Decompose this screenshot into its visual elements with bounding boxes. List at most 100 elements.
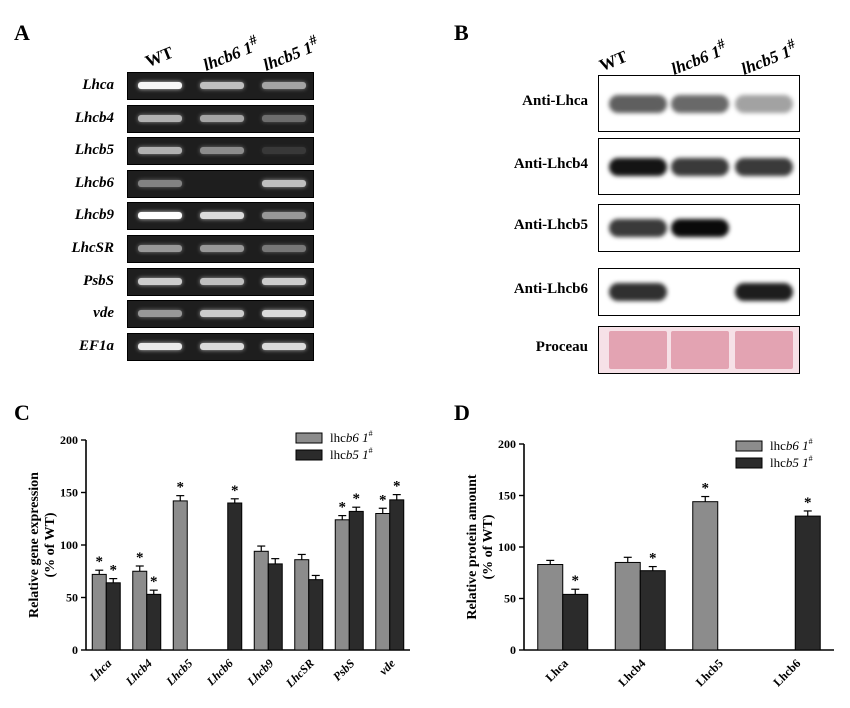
gel-lane-lhcb5: lhcb5 1# bbox=[260, 31, 320, 75]
blot-band bbox=[671, 331, 729, 369]
significance-star: * bbox=[572, 573, 580, 589]
blot-band bbox=[671, 219, 729, 237]
y-tick-label: 200 bbox=[60, 433, 78, 447]
gel-band bbox=[138, 277, 182, 285]
gel-band bbox=[262, 310, 306, 318]
blot-lane-lhcb5: lhcb5 1# bbox=[738, 35, 798, 79]
y-tick-label: 50 bbox=[504, 592, 516, 606]
gel-row-lhcb9 bbox=[127, 202, 314, 231]
gel-band bbox=[138, 310, 182, 318]
gel-band bbox=[200, 147, 244, 155]
gel-band bbox=[138, 147, 182, 155]
gel-band bbox=[138, 114, 182, 122]
y-tick-label: 150 bbox=[498, 489, 516, 503]
y-tick-label: 50 bbox=[66, 591, 78, 605]
bar bbox=[227, 502, 243, 651]
significance-star: * bbox=[136, 550, 144, 566]
blot-label-anti-lhcb6: Anti-Lhcb6 bbox=[513, 281, 588, 297]
x-tick-label: LhcSR bbox=[282, 656, 317, 691]
blot-band bbox=[671, 94, 729, 113]
legend-label: lhcb6 1# bbox=[330, 429, 373, 445]
y-axis-label: Relative protein amount bbox=[465, 474, 480, 620]
panel-c-letter: C bbox=[14, 400, 30, 425]
significance-star: * bbox=[702, 481, 710, 497]
blot-strip-anti-lhcb6 bbox=[598, 268, 800, 316]
gel-label-vde: vde bbox=[93, 305, 114, 322]
significance-star: * bbox=[649, 551, 657, 567]
bar bbox=[389, 499, 405, 651]
chart-protein-amount: 0 50 100 150 200 Relative protein amount (% of… bbox=[465, 437, 834, 689]
gel-band bbox=[200, 245, 244, 252]
gel-band bbox=[138, 179, 182, 187]
bar bbox=[334, 519, 350, 651]
legend-swatch bbox=[735, 440, 763, 452]
x-tick-label: Lhcb5 bbox=[693, 656, 726, 689]
gel-band bbox=[200, 277, 244, 285]
y-tick-label: 0 bbox=[72, 643, 78, 657]
blot-strip-anti-lhcb5 bbox=[598, 204, 800, 252]
y-axis-label-unit: (% of WT) bbox=[43, 512, 58, 577]
significance-star: * bbox=[96, 554, 104, 570]
x-tick-label: Lhcb6 bbox=[770, 656, 803, 689]
bar bbox=[172, 500, 188, 651]
gel-label-lhcb4: Lhcb4 bbox=[74, 109, 114, 126]
gel-label-lhcb6: Lhcb6 bbox=[74, 174, 114, 191]
bar bbox=[105, 582, 121, 651]
legend-label: lhcb5 1# bbox=[330, 446, 373, 462]
x-tick-label: Lhcb6 bbox=[203, 656, 236, 689]
blot-lane-lhcb6: lhcb6 1# bbox=[668, 35, 728, 79]
blot-band bbox=[609, 157, 667, 176]
panel-a-letter: A bbox=[14, 20, 30, 45]
bar bbox=[267, 563, 283, 651]
significance-star: * bbox=[177, 480, 185, 496]
gel-band bbox=[262, 179, 306, 187]
blot-strip-proceau bbox=[598, 326, 800, 374]
x-tick-label: Lhcb9 bbox=[244, 656, 277, 689]
x-tick-label: Lhcb4 bbox=[122, 656, 155, 689]
gel-band bbox=[262, 212, 306, 220]
blot-label-proceau: Proceau bbox=[535, 339, 588, 355]
gel-band bbox=[262, 245, 306, 252]
gel-band bbox=[138, 245, 182, 252]
blot-band bbox=[735, 331, 793, 369]
gel-lane-lhcb6: lhcb6 1# bbox=[200, 31, 260, 75]
blot-label-anti-lhcb5: Anti-Lhcb5 bbox=[513, 217, 588, 233]
gel-band bbox=[138, 212, 182, 220]
chart-gene-expression: 0 50 100 150 200 Relative gene expression (% o… bbox=[27, 429, 410, 691]
panel-b-letter: B bbox=[454, 20, 469, 45]
gel-row-lhcb5 bbox=[127, 137, 314, 166]
gel-band bbox=[200, 212, 244, 220]
gel-label-lhcsr: LhcSR bbox=[71, 240, 114, 256]
legend-swatch bbox=[295, 432, 323, 444]
blot-strip-anti-lhcb4 bbox=[598, 138, 800, 195]
gel-label-lhca: Lhca bbox=[82, 77, 114, 93]
significance-star: * bbox=[231, 483, 239, 499]
bar bbox=[253, 550, 269, 651]
gel-label-psbs: PsbS bbox=[83, 272, 114, 289]
blot-label-anti-lhca: Anti-Lhca bbox=[522, 92, 588, 109]
gel-label-lhcb9: Lhcb9 bbox=[74, 207, 114, 224]
blot-lane-wt: WT bbox=[596, 46, 630, 76]
bar bbox=[348, 510, 364, 651]
bar bbox=[562, 593, 589, 651]
gel-band bbox=[200, 310, 244, 318]
y-tick-label: 150 bbox=[60, 486, 78, 500]
x-tick-label: Lhca bbox=[86, 656, 115, 685]
blot-strip-anti-lhca bbox=[598, 75, 800, 132]
gel-band bbox=[262, 82, 306, 89]
gel-band bbox=[200, 114, 244, 122]
x-tick-label: PsbS bbox=[330, 656, 358, 684]
blot-band bbox=[609, 283, 667, 301]
bar bbox=[794, 515, 821, 651]
bar bbox=[614, 561, 641, 651]
gel-lane-wt: WT bbox=[142, 42, 176, 72]
gel-band bbox=[262, 342, 306, 350]
legend-swatch bbox=[735, 457, 763, 469]
gel-row-psbs bbox=[127, 267, 314, 296]
gel-row-vde bbox=[127, 300, 314, 329]
x-tick-label: Lhcb4 bbox=[615, 656, 648, 689]
gel-row-lhcb4 bbox=[127, 104, 314, 133]
bar bbox=[537, 564, 564, 651]
significance-star: * bbox=[110, 563, 118, 579]
gel-row-lhcsr bbox=[127, 235, 314, 263]
